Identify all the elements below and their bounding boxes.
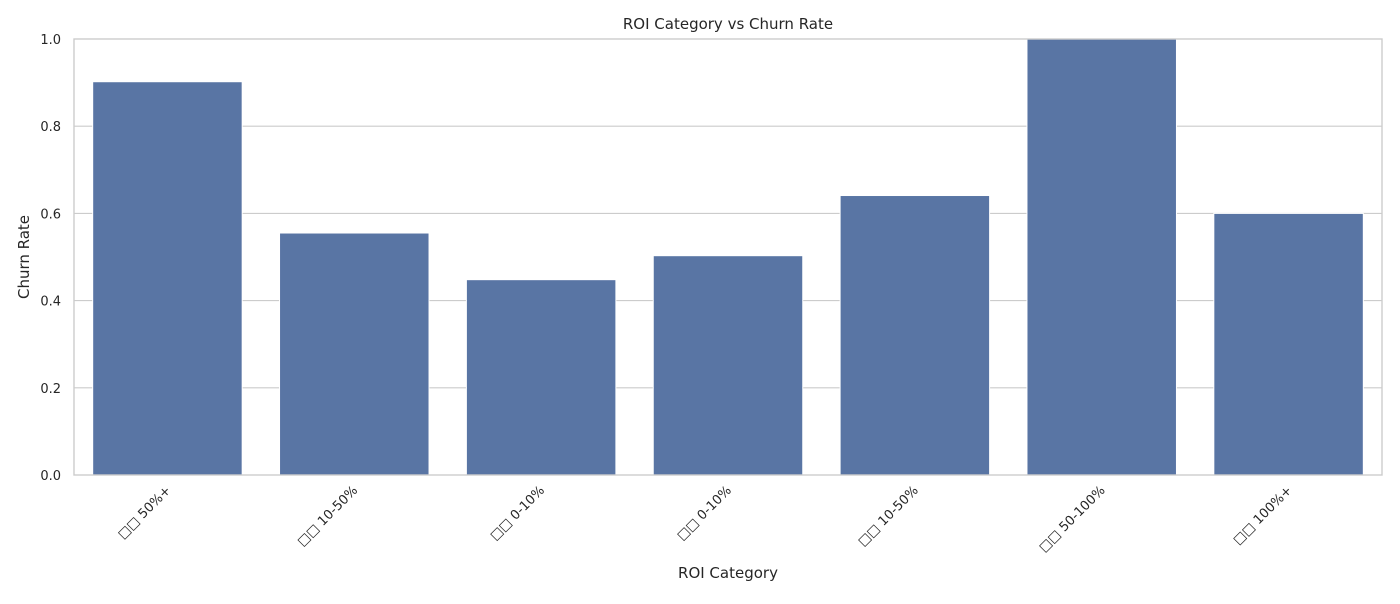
- y-tick-label: 1.0: [40, 33, 61, 48]
- y-tick-label: 0.8: [40, 120, 61, 135]
- x-tick-label: □□ 0-10%: [674, 483, 735, 544]
- y-tick-label: 0.2: [40, 382, 61, 397]
- bars: [92, 38, 1364, 476]
- bar: [652, 255, 804, 476]
- y-tick-label: 0.6: [40, 207, 61, 222]
- y-axis-label: Churn Rate: [15, 215, 33, 299]
- x-tick-label: □□ 50%+: [115, 483, 174, 542]
- bar: [465, 279, 617, 476]
- bar: [92, 81, 243, 476]
- x-tick-labels: □□ 50%+ □□ 10-50% □□ 0-10% □□ 0-10% □□ 10-50…: [115, 483, 1295, 555]
- x-tick-label: □□ 0-10%: [487, 483, 548, 544]
- y-tick-label: 0.0: [40, 469, 61, 484]
- y-tick-label: 0.4: [40, 295, 61, 310]
- x-tick-label: □□ 10-50%: [855, 483, 921, 549]
- plot-frame: [73, 38, 1383, 476]
- bar: [839, 195, 991, 476]
- x-tick-label: □□ 100%+: [1231, 483, 1296, 548]
- bar: [1026, 38, 1177, 476]
- y-tick-labels: 0.0 0.2 0.4 0.6 0.8 1.0: [40, 33, 61, 484]
- x-tick-label: □□ 50-100%: [1036, 483, 1108, 555]
- bar: [1213, 212, 1364, 476]
- chart-title: ROI Category vs Churn Rate: [623, 15, 833, 33]
- bar: [279, 232, 430, 476]
- x-tick-label: □□ 10-50%: [295, 483, 361, 549]
- x-axis-label: ROI Category: [678, 564, 778, 582]
